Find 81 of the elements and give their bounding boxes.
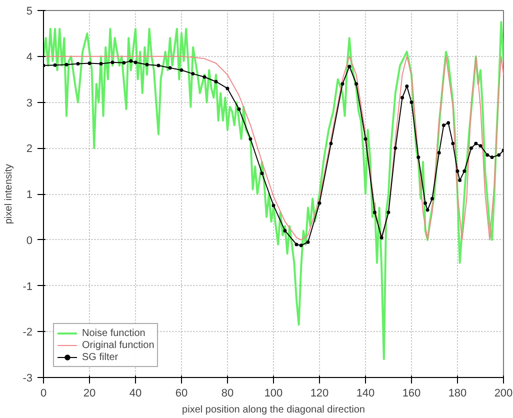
point: [474, 142, 478, 146]
point: [156, 64, 160, 68]
point: [354, 82, 358, 86]
point: [416, 156, 420, 160]
point: [306, 240, 310, 244]
point: [129, 59, 133, 63]
point: [380, 236, 384, 240]
point: [88, 62, 92, 66]
point: [348, 64, 352, 68]
legend-label: SG filter: [82, 351, 118, 363]
point: [237, 107, 241, 111]
point: [180, 68, 184, 72]
point: [446, 121, 450, 125]
point: [400, 96, 404, 100]
point: [272, 204, 276, 208]
point: [53, 63, 57, 67]
y-tick-label: 4: [26, 51, 33, 64]
point: [437, 150, 441, 154]
y-tick-label: 5: [26, 6, 33, 18]
y-tick-label: 2: [26, 143, 33, 156]
point: [405, 84, 409, 88]
point: [497, 153, 501, 157]
point: [226, 86, 230, 90]
x-tick-label: 140: [356, 388, 375, 400]
point: [202, 75, 206, 79]
point: [248, 137, 252, 141]
point: [462, 169, 466, 173]
point: [283, 228, 287, 232]
point: [426, 208, 430, 212]
legend-label: Noise function: [82, 327, 146, 339]
point: [122, 61, 126, 65]
x-tick-label: 100: [264, 388, 283, 400]
point: [386, 210, 390, 214]
point: [76, 62, 80, 66]
point: [99, 62, 103, 66]
point: [364, 137, 368, 141]
x-tick-label: 200: [494, 388, 513, 400]
point: [318, 201, 322, 205]
y-tick-label: -2: [22, 326, 32, 339]
point: [458, 178, 462, 182]
point: [394, 146, 398, 150]
point: [442, 123, 446, 127]
x-tick-label: 0: [40, 388, 47, 400]
point: [294, 242, 298, 246]
point: [490, 156, 494, 160]
x-tick-label: 40: [129, 388, 142, 400]
point: [134, 60, 138, 64]
y-tick-label: 1: [26, 189, 33, 201]
y-tick-label: 0: [26, 234, 33, 247]
point: [214, 80, 218, 84]
point: [478, 144, 482, 148]
point: [430, 196, 434, 200]
point: [340, 82, 344, 86]
x-tick-label: 20: [83, 388, 96, 400]
x-tick-label: 180: [448, 388, 467, 400]
point: [168, 66, 172, 70]
y-tick-label: 3: [26, 97, 33, 110]
point: [299, 244, 303, 248]
point: [260, 172, 264, 176]
point: [470, 146, 474, 150]
point: [145, 62, 149, 66]
point: [451, 142, 455, 146]
point: [110, 60, 114, 64]
point: [329, 142, 333, 146]
point: [191, 72, 195, 76]
line-series: [44, 20, 504, 360]
y-axis-title: pixel intensity: [4, 164, 15, 224]
y-tick-label: -3: [22, 372, 32, 384]
point: [64, 62, 68, 66]
point: [424, 201, 428, 205]
point: [372, 210, 376, 214]
point: [410, 100, 414, 104]
y-tick-label: -1: [22, 280, 32, 293]
x-tick-label: 160: [402, 388, 421, 400]
x-tick-label: 120: [310, 388, 329, 400]
legend-label: Original function: [82, 339, 154, 351]
point: [456, 169, 460, 173]
x-tick-label: 60: [175, 388, 188, 400]
point: [486, 153, 490, 157]
x-tick-label: 80: [221, 388, 234, 400]
x-axis-title: pixel position along the diagonal direction: [182, 404, 365, 416]
